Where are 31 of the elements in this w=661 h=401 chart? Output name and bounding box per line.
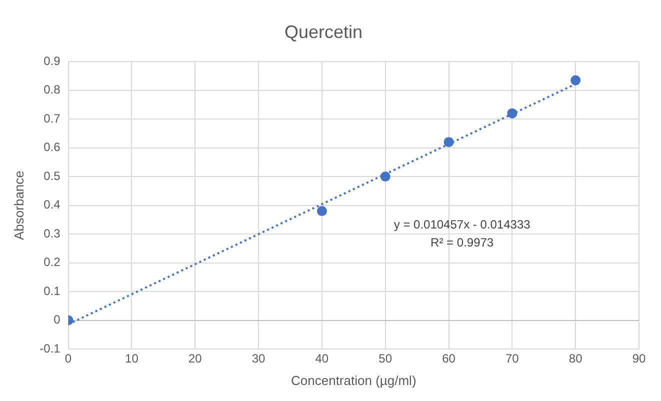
x-tick-label: 70	[505, 352, 520, 366]
y-tick-label: 0.9	[44, 54, 61, 68]
y-tick-label: 0.4	[44, 198, 61, 212]
x-tick-label: 0	[64, 352, 72, 366]
chart-title: Quercetin	[284, 22, 363, 42]
x-tick-label: 90	[632, 352, 646, 366]
point	[444, 137, 454, 148]
y-tick-label: 0.8	[44, 82, 61, 97]
y-axis-title: Absorbance	[11, 170, 26, 240]
point	[380, 172, 390, 182]
x-axis-title: Concentration (µg/ml)	[291, 372, 416, 388]
x-tick-label: 60	[442, 352, 456, 366]
y-tick-label: 0.7	[44, 111, 61, 126]
point	[316, 206, 327, 216]
x-tick-label: 80	[568, 352, 583, 366]
point	[507, 108, 518, 118]
y-tick-label: 0.2	[44, 255, 61, 270]
y-tick-label: 0.3	[44, 226, 61, 240]
y-tick-label: 0.5	[44, 168, 61, 183]
point	[570, 75, 581, 86]
x-tick-label: 50	[378, 352, 392, 366]
annotation: y = 0.010457x - 0.014333	[394, 217, 531, 232]
y-tick-label: -0.1	[40, 341, 61, 356]
y-tick-label: 0.1	[44, 284, 61, 298]
x-tick-label: 30	[252, 352, 266, 366]
x-tick-label: 40	[315, 352, 329, 366]
x-tick-label: 10	[125, 352, 139, 366]
x-tick-label: 20	[188, 352, 202, 366]
annotation: R² = 0.9973	[430, 235, 494, 250]
y-tick-label: 0	[54, 312, 61, 327]
y-tick-label: 0.6	[44, 140, 61, 154]
